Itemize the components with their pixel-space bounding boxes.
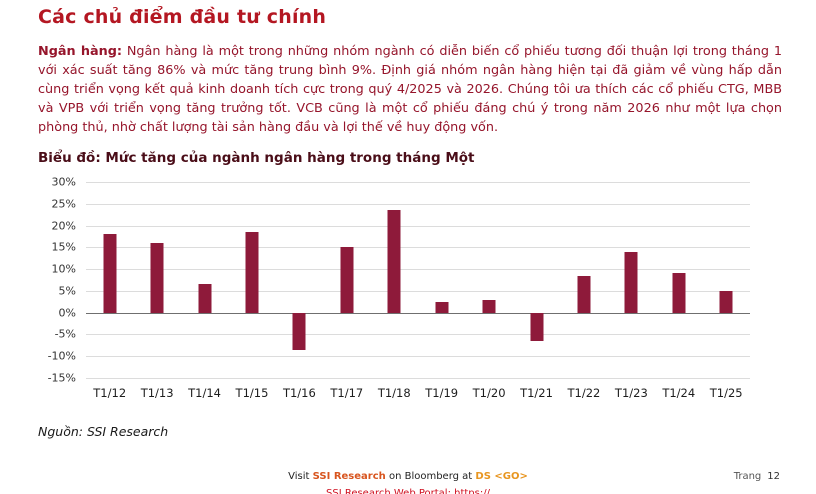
x-tick-label: T1/12 [93,386,127,400]
bar-T1/16 [292,312,306,350]
footer-visit-line: Visit SSI Research on Bloomberg at DS <G… [0,471,816,482]
x-tick-label: T1/21 [520,386,553,400]
bar-T1/22 [577,275,591,313]
bar-chart: 30% 25% 20% 15% 10% 5% 0% -5% -10% -15% T1/12 T1/1… [38,176,750,400]
bar-T1/12 [103,234,117,313]
chart-y-axis: 30% 25% 20% 15% 10% 5% 0% -5% -10% -15% [38,176,86,385]
y-tick-label: 25% [51,197,76,211]
x-tick-label: T1/20 [472,386,506,400]
paragraph-lead-label: Ngân hàng: [38,44,122,59]
gridline [86,203,750,205]
y-tick-label: 0% [58,306,76,320]
y-tick-label: 30% [51,175,76,189]
chart-x-axis: T1/12 T1/13 T1/14 T1/15 T1/16 T1/17 T1/18 T1/19… [86,378,750,400]
bar-T1/15 [245,232,259,313]
gridline [86,269,750,271]
x-tick-label: T1/19 [425,386,459,400]
x-tick-label: T1/16 [282,386,316,400]
chart-plot [86,182,750,379]
x-tick-label: T1/13 [140,386,174,400]
gridline [86,182,750,183]
bar-T1/20 [482,299,496,313]
x-tick-label: T1/17 [330,386,364,400]
source-note: Nguồn: SSI Research [38,424,169,439]
y-tick-label: 15% [51,240,76,254]
bar-T1/18 [387,210,401,313]
bar-T1/13 [150,242,164,313]
x-tick-label: T1/25 [709,386,743,400]
gridline [86,247,750,249]
gridline [86,290,750,292]
bar-T1/24 [672,273,686,313]
x-tick-label: T1/15 [235,386,269,400]
page-title: Các chủ điểm đầu tư chính [38,6,327,28]
bar-T1/19 [435,301,449,313]
y-tick-label: -10% [47,349,76,363]
footer-visit-middle: on Bloomberg at [385,471,476,482]
footer-page-number: 12 [767,471,780,482]
y-tick-label: 10% [51,262,76,276]
gridline [86,378,750,379]
y-tick-label: 5% [58,284,76,298]
x-tick-label: T1/23 [614,386,648,400]
banking-paragraph: Ngân hàng: Ngân hàng là một trong những … [38,42,782,137]
bar-T1/21 [530,312,544,341]
footer-ssi-research-link[interactable]: SSI Research [312,471,386,482]
x-tick-label: T1/22 [567,386,601,400]
footer-ds-go-link[interactable]: DS <GO> [475,471,528,482]
axis-zero-line [86,312,750,314]
y-tick-label: -15% [47,371,76,385]
gridline [86,225,750,227]
paragraph-body: Ngân hàng là một trong những nhóm ngành … [38,44,782,135]
footer-portal-link[interactable]: SSI Research Web Portal: https:// [326,488,490,494]
chart-inner: 30% 25% 20% 15% 10% 5% 0% -5% -10% -15% [38,176,750,385]
footer-visit-prefix: Visit [288,471,313,482]
bar-T1/17 [340,247,354,313]
x-tick-label: T1/14 [188,386,221,400]
footer-page-label: Trang [733,471,762,482]
bar-T1/14 [198,284,212,313]
gridline [86,334,750,336]
x-tick-label: T1/24 [662,386,696,400]
gridline [86,356,750,358]
bar-T1/25 [719,290,733,313]
x-tick-label: T1/18 [377,386,411,400]
chart-heading: Biểu đồ: Mức tăng của ngành ngân hàng tr… [38,150,475,166]
y-tick-label: 20% [51,219,76,233]
footer-page-indicator: Trang 12 [734,471,780,482]
bar-T1/23 [624,251,638,313]
y-tick-label: -5% [54,327,76,341]
